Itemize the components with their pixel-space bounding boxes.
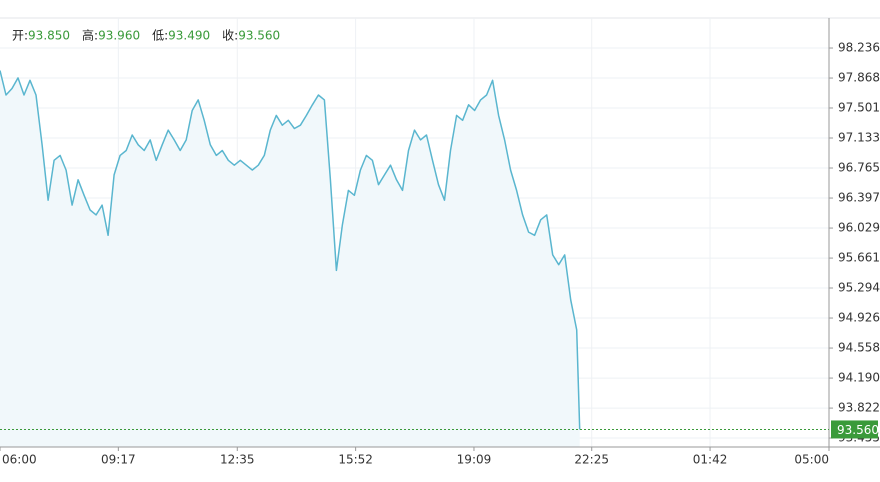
ohlc-value: 93.960 [98, 29, 140, 43]
x-tick-label: 19:09 [457, 453, 492, 467]
x-tick-label: 15:52 [338, 453, 373, 467]
y-tick-label: 94.558 [838, 341, 880, 355]
last-price-badge [831, 420, 878, 439]
ohlc-value: 93.850 [28, 29, 70, 43]
y-tick-label: 97.868 [838, 71, 880, 85]
ohlc-value: 93.490 [168, 29, 210, 43]
y-tick-label: 96.397 [838, 191, 880, 205]
ohlc-value: 93.560 [238, 29, 280, 43]
y-tick-label: 94.190 [838, 371, 880, 385]
x-tick-label: 01:42 [693, 453, 728, 467]
y-tick-label: 93.822 [838, 401, 880, 415]
y-tick-label: 95.661 [838, 251, 880, 265]
area [0, 70, 580, 447]
ohlc-label: 高: [82, 28, 98, 43]
y-tick-label: 97.133 [838, 130, 880, 144]
y-tick-label: 95.294 [838, 281, 880, 295]
y-tick-label: 94.926 [838, 311, 880, 325]
x-tick-label: 12:35 [220, 453, 255, 467]
price-line [0, 70, 581, 430]
x-tick-label: 06:00 [2, 453, 37, 467]
y-tick-label: 97.501 [838, 100, 880, 114]
y-tick-label: 96.029 [838, 221, 880, 235]
x-tick-label: 05:00 [794, 453, 829, 467]
ohlc-label: 收: [222, 29, 238, 43]
ohlc-label: 开: [12, 29, 28, 43]
x-tick-label: 09:17 [101, 453, 136, 467]
last-price-label: 93.560 [837, 423, 879, 437]
x-tick-label: 22:25 [574, 453, 609, 467]
y-tick-label: 96.765 [838, 161, 880, 175]
y-tick-label: 98.236 [838, 41, 880, 55]
ohlc-label: 低: [152, 29, 168, 43]
